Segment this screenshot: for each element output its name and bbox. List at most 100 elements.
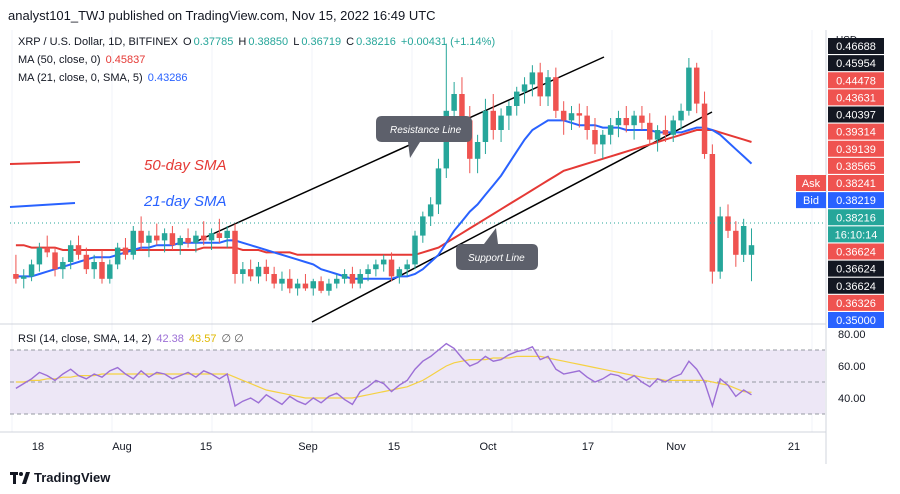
price-tag-label: 0.40397	[836, 110, 876, 122]
candle-body	[709, 154, 716, 272]
time-axis-label: 15	[200, 441, 212, 453]
price-tag-label: 0.38219	[836, 195, 876, 207]
grid-lines	[11, 30, 813, 432]
sma21-annotation: 21-day SMA	[143, 193, 227, 210]
rsi-label: RSI (14, close, SMA, 14, 2)	[18, 333, 152, 345]
candle-body	[161, 233, 168, 241]
time-axis[interactable]: 18 Aug 15 Sep 15 Oct 17 Nov 21	[32, 441, 800, 453]
channel-lines	[194, 56, 713, 323]
candle-body	[693, 67, 700, 104]
price-tag-bg	[828, 226, 884, 243]
ask-tag-bg	[796, 175, 826, 191]
candle-body	[459, 94, 465, 121]
candle-body	[435, 168, 442, 205]
candle-body	[44, 247, 50, 253]
candle-body	[240, 269, 246, 274]
symbol-legend: XRP / U.S. Dollar, 1D, BITFINEX O 0.37785…	[18, 36, 497, 48]
price-tag-bg	[828, 38, 884, 54]
candle-body	[686, 67, 692, 111]
price-tag-bg	[828, 260, 884, 277]
price-tag-label: 0.36624	[836, 281, 876, 293]
ma50-legend: MA (50, close, 0) 0.45837	[18, 54, 147, 66]
candle-body	[91, 262, 97, 270]
time-axis-label: 21	[788, 441, 800, 453]
time-axis-label: 18	[32, 441, 44, 453]
time-axis-label: Aug	[112, 441, 132, 453]
high-label: H	[238, 36, 247, 48]
price-tag-bg	[828, 89, 884, 106]
candle-body	[279, 278, 285, 284]
price-tag-bg	[828, 106, 884, 123]
candle-body	[287, 278, 293, 289]
candle-body	[216, 233, 223, 238]
price-tag-label: 0.38565	[836, 161, 876, 173]
price-tag-bg	[828, 209, 884, 226]
candle-body	[177, 238, 183, 246]
candle-body	[224, 230, 230, 238]
ma50-value: 0.45837	[105, 54, 146, 66]
candle-body	[271, 274, 277, 284]
candle-body	[420, 216, 426, 236]
candle-body	[639, 115, 645, 123]
support-callout[interactable]: Support Line	[456, 228, 538, 270]
candle-body	[114, 247, 121, 265]
open-label: O	[183, 36, 192, 48]
candle-body	[263, 266, 270, 274]
price-tag-label: 0.39314	[836, 127, 876, 139]
ma21-value: 0.43286	[147, 72, 188, 84]
price-axis[interactable]: USD 0.466880.459540.444780.436310.403970…	[796, 35, 884, 328]
candle-body	[545, 77, 551, 97]
candle-body	[490, 110, 496, 130]
candle-body	[412, 235, 418, 265]
resistance-callout[interactable]: Resistance Line	[376, 116, 472, 158]
price-tag-label: 0.43631	[836, 92, 876, 104]
candle-body	[326, 283, 332, 291]
candle-body	[404, 264, 410, 270]
time-axis-label: Sep	[298, 441, 318, 453]
candle-body	[373, 264, 379, 270]
candle-body	[107, 264, 113, 279]
publish-line: analyst101_TWJ published on TradingView.…	[8, 8, 436, 23]
support-callout-text: Support Line	[468, 253, 525, 264]
candle-body	[553, 77, 559, 111]
candle-body	[592, 130, 598, 145]
price-tag-label: 0.36624	[836, 264, 876, 276]
candle-body	[310, 281, 317, 289]
candle-body	[670, 120, 676, 135]
price-tag-bg	[828, 243, 884, 260]
candle-body	[584, 115, 590, 130]
candle-body	[474, 142, 481, 159]
candle-body	[341, 274, 348, 279]
candles	[13, 43, 755, 296]
time-axis-label: 15	[388, 441, 400, 453]
time-axis-label: Nov	[666, 441, 686, 453]
candle-body	[396, 269, 403, 277]
price-tag: 0.40397	[828, 106, 884, 123]
ma21-label: MA (21, close, 0, SMA, 5)	[18, 72, 143, 84]
price-tag-label: 0.45954	[836, 58, 876, 70]
brand-name: TradingView	[34, 470, 111, 485]
candle-body	[451, 94, 457, 111]
symbol-name: XRP / U.S. Dollar, 1D, BITFINEX	[18, 36, 178, 48]
rsi-axis-label: 60.00	[838, 361, 866, 373]
time-axis-label: Oct	[479, 441, 496, 453]
candle-body	[122, 247, 129, 255]
resistance-line[interactable]	[194, 56, 605, 243]
close-label: C	[346, 36, 355, 48]
candle-body	[600, 134, 606, 145]
ma21-legend: MA (21, close, 0, SMA, 5) 0.43286	[18, 72, 190, 84]
support-line[interactable]	[311, 111, 713, 323]
candle-body	[169, 233, 176, 246]
price-tag: 0.36624	[828, 260, 884, 277]
candle-body	[388, 259, 395, 277]
candle-body	[20, 276, 27, 279]
candle-body	[576, 113, 583, 116]
candle-body	[185, 238, 191, 243]
candle-body	[232, 230, 238, 274]
chart-canvas[interactable]: 50-day SMA 21-day SMA Resistance Line Su…	[0, 30, 900, 464]
price-tag: 0.36624	[828, 277, 884, 294]
rsi-extra: ∅ ∅	[221, 333, 244, 345]
candle-body	[138, 230, 144, 243]
chart-panel[interactable]: 50-day SMA 21-day SMA Resistance Line Su…	[0, 30, 900, 464]
low-label: L	[293, 36, 300, 48]
